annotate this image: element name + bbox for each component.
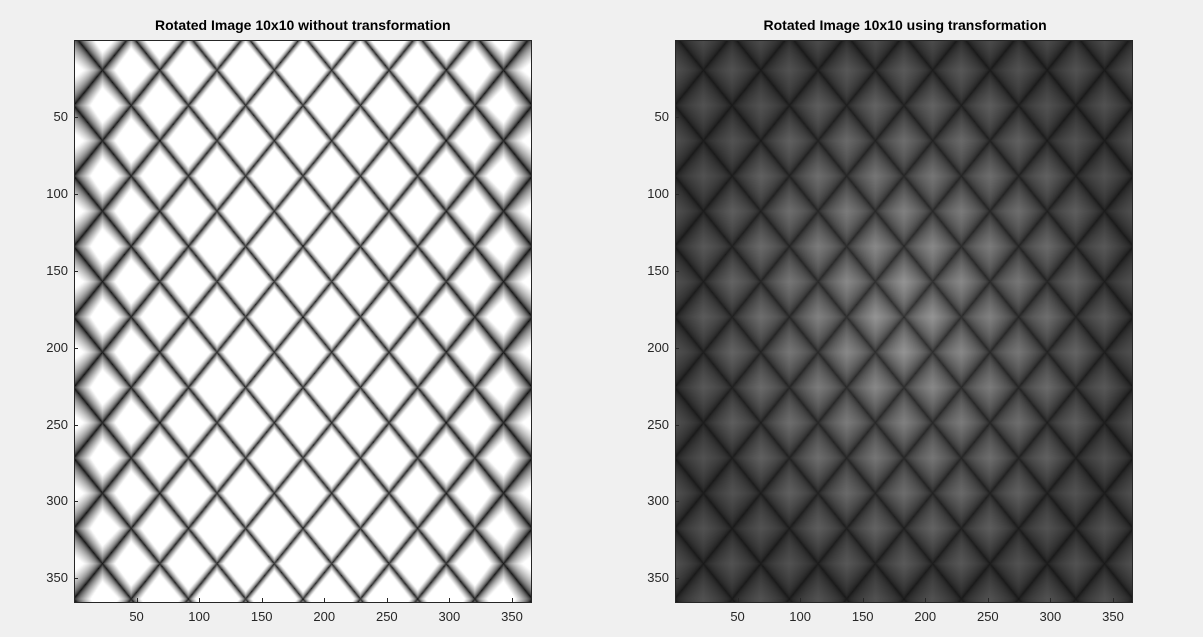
- x-tick-mark: [1050, 598, 1052, 602]
- y-tick-mark: [675, 270, 679, 272]
- y-tick-label: 350: [46, 570, 68, 586]
- y-tick-mark: [74, 270, 78, 272]
- y-tick-mark: [675, 347, 679, 349]
- x-tick-label: 300: [438, 609, 461, 624]
- x-tick-mark: [449, 598, 451, 602]
- x-tick-label: 50: [730, 609, 745, 624]
- y-tick-mark: [74, 116, 78, 118]
- y-tick-label: 200: [46, 339, 68, 355]
- y-tick-mark: [74, 501, 78, 503]
- x-tick-mark: [261, 598, 263, 602]
- y-tick-label: 300: [647, 493, 669, 509]
- y-tick-label: 100: [647, 185, 669, 201]
- y-tick-mark: [675, 424, 679, 426]
- y-tick-mark: [675, 193, 679, 195]
- x-tick-label: 150: [851, 609, 874, 624]
- x-tick-label: 200: [313, 609, 336, 624]
- y-tick-label: 350: [647, 570, 669, 586]
- y-tick-mark: [675, 501, 679, 503]
- y-tick-mark: [675, 578, 679, 580]
- x-tick-mark: [386, 598, 388, 602]
- x-tick-mark: [925, 598, 927, 602]
- y-tick-mark: [74, 424, 78, 426]
- left-image-axes[interactable]: [74, 40, 532, 603]
- x-tick-mark: [737, 598, 739, 602]
- x-tick-mark: [511, 598, 513, 602]
- left-image-heatmap: [75, 41, 531, 602]
- y-tick-label: 50: [654, 108, 669, 124]
- y-tick-mark: [74, 193, 78, 195]
- x-tick-label: 350: [501, 609, 523, 624]
- x-tick-label: 50: [129, 609, 144, 624]
- x-tick-mark: [987, 598, 989, 602]
- x-tick-label: 200: [914, 609, 937, 624]
- y-tick-label: 250: [647, 416, 669, 432]
- x-tick-mark: [1112, 598, 1114, 602]
- y-tick-label: 250: [46, 416, 68, 432]
- x-tick-label: 250: [976, 609, 999, 624]
- x-tick-mark: [800, 598, 802, 602]
- x-tick-label: 100: [789, 609, 811, 624]
- y-tick-mark: [74, 347, 78, 349]
- y-tick-label: 150: [647, 262, 669, 278]
- x-tick-label: 250: [375, 609, 398, 624]
- x-tick-mark: [862, 598, 864, 602]
- y-tick-label: 200: [647, 339, 669, 355]
- left-plot-title: Rotated Image 10x10 without transformati…: [155, 17, 451, 33]
- y-tick-mark: [675, 116, 679, 118]
- right-image-axes[interactable]: [675, 40, 1133, 603]
- x-tick-label: 350: [1102, 609, 1124, 624]
- x-tick-label: 100: [188, 609, 210, 624]
- right-image-heatmap: [676, 41, 1132, 602]
- y-tick-label: 50: [53, 108, 68, 124]
- y-tick-label: 300: [46, 493, 68, 509]
- y-tick-label: 150: [46, 262, 68, 278]
- y-tick-mark: [74, 578, 78, 580]
- x-tick-label: 300: [1039, 609, 1062, 624]
- right-plot-title: Rotated Image 10x10 using transformation: [763, 17, 1047, 33]
- x-tick-mark: [324, 598, 326, 602]
- x-tick-mark: [136, 598, 138, 602]
- x-tick-mark: [199, 598, 201, 602]
- x-tick-label: 150: [250, 609, 273, 624]
- y-tick-label: 100: [46, 185, 68, 201]
